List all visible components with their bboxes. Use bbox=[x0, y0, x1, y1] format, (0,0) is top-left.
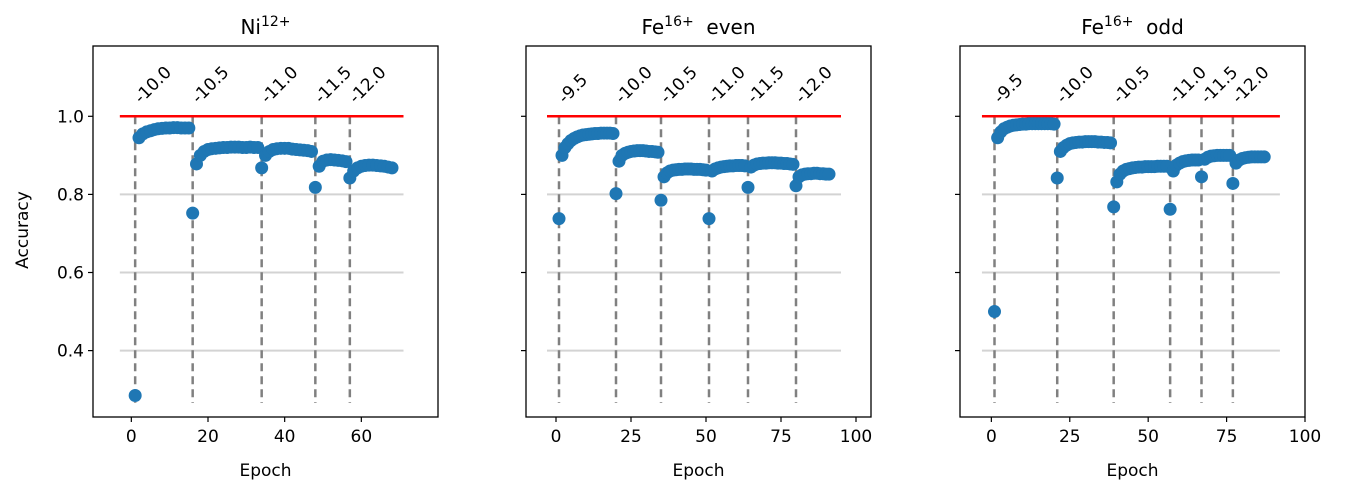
x-tick-label: 0 bbox=[126, 427, 137, 447]
threshold-label: -10.0 bbox=[611, 63, 656, 108]
data-point bbox=[1195, 170, 1208, 184]
x-tick-label: 50 bbox=[1137, 427, 1159, 447]
data-point bbox=[182, 121, 196, 135]
y-tick-label: 0.6 bbox=[57, 264, 84, 284]
threshold-label: -10.0 bbox=[1053, 63, 1098, 108]
plot-frame bbox=[92, 45, 439, 418]
threshold-label: -9.5 bbox=[990, 70, 1028, 108]
y-axis-label: Accuracy bbox=[13, 191, 33, 269]
threshold-label: -12.0 bbox=[1228, 63, 1273, 108]
x-tick-label: 25 bbox=[1059, 427, 1081, 447]
title-charge: 12+ bbox=[261, 14, 291, 30]
plot-frame bbox=[525, 45, 872, 418]
title-element: Ni bbox=[240, 15, 261, 39]
threshold-label: -12.0 bbox=[345, 63, 390, 108]
data-point bbox=[1226, 176, 1240, 190]
x-tick-label: 0 bbox=[551, 427, 562, 447]
data-point bbox=[1163, 202, 1177, 216]
x-tick-label: 100 bbox=[840, 427, 872, 447]
title-element: Fe bbox=[1081, 15, 1104, 39]
data-point bbox=[128, 389, 142, 403]
data-point bbox=[606, 126, 620, 140]
threshold-label: -10.5 bbox=[656, 63, 701, 108]
threshold-label: -11.5 bbox=[743, 63, 788, 108]
panels: -10.0 -10.5 -11.0 -11.5-12.00 20 40 600.40.60.… bbox=[57, 14, 1321, 481]
data-point bbox=[654, 193, 668, 207]
x-tick-label: 40 bbox=[274, 427, 296, 447]
chart-panel-3: -9.5 -10.0 -10.5 -11.0-11.5-12.00 25 50 75 100E… bbox=[955, 14, 1321, 481]
data-point bbox=[339, 155, 353, 169]
data-point bbox=[385, 161, 399, 175]
data-point bbox=[651, 145, 665, 159]
plot-frame bbox=[959, 45, 1306, 418]
panel-title: Ni12+ bbox=[240, 14, 290, 39]
data-point bbox=[702, 212, 716, 226]
chart-panel-2: -9.5 -10.0 -10.5 -11.0-11.5 -12.0 0 25 50 75 100 E… bbox=[521, 14, 872, 481]
panel-title: Fe16+ even bbox=[641, 14, 755, 39]
data-point bbox=[741, 180, 755, 194]
threshold-label: -11.5 bbox=[311, 63, 356, 108]
threshold-label: -11.0 bbox=[257, 63, 302, 108]
threshold-label: -10.0 bbox=[131, 63, 176, 108]
x-tick-label: 50 bbox=[695, 427, 717, 447]
x-tick-label: 75 bbox=[1216, 427, 1238, 447]
y-tick-label: 1.0 bbox=[57, 107, 84, 127]
x-tick-label: 100 bbox=[1289, 427, 1321, 447]
title-suffix: odd bbox=[1133, 15, 1183, 39]
data-point bbox=[786, 157, 800, 171]
x-axis-label: Epoch bbox=[1106, 461, 1158, 481]
data-point bbox=[988, 305, 1001, 319]
data-point bbox=[1104, 136, 1118, 150]
x-tick-label: 25 bbox=[620, 427, 642, 447]
title-suffix: even bbox=[694, 15, 756, 39]
data-point bbox=[186, 206, 200, 220]
data-point bbox=[609, 187, 623, 201]
title-charge: 16+ bbox=[1104, 14, 1134, 30]
threshold-label: -11.0 bbox=[704, 63, 749, 108]
x-axis-label: Epoch bbox=[672, 461, 724, 481]
x-tick-label: 60 bbox=[351, 427, 373, 447]
data-point bbox=[822, 167, 836, 181]
x-tick-label: 0 bbox=[986, 427, 997, 447]
data-point bbox=[1257, 150, 1271, 164]
data-point bbox=[1047, 117, 1061, 131]
y-tick-label: 0.4 bbox=[57, 342, 84, 362]
chart-panel-1: -10.0 -10.5 -11.0 -11.5-12.0 0 20 40 60 0.4 0.6 0.… bbox=[57, 14, 439, 481]
title-element: Fe bbox=[641, 15, 664, 39]
data-point bbox=[308, 180, 322, 194]
x-tick-label: 75 bbox=[770, 427, 792, 447]
threshold-label: -9.5 bbox=[554, 70, 592, 108]
x-tick-label: 20 bbox=[197, 427, 219, 447]
y-tick-label: 0.8 bbox=[57, 185, 84, 205]
data-point bbox=[305, 144, 318, 158]
panel-title: Fe16+ odd bbox=[1081, 14, 1184, 39]
data-point bbox=[255, 161, 269, 175]
data-point bbox=[552, 212, 566, 226]
threshold-label: -10.5 bbox=[1109, 63, 1154, 108]
threshold-label: -10.5 bbox=[188, 63, 233, 108]
x-axis-label: Epoch bbox=[239, 461, 291, 481]
data-point bbox=[1107, 200, 1121, 214]
title-charge: 16+ bbox=[664, 14, 694, 30]
data-point bbox=[1050, 171, 1064, 185]
threshold-label: -12.0 bbox=[791, 63, 836, 108]
